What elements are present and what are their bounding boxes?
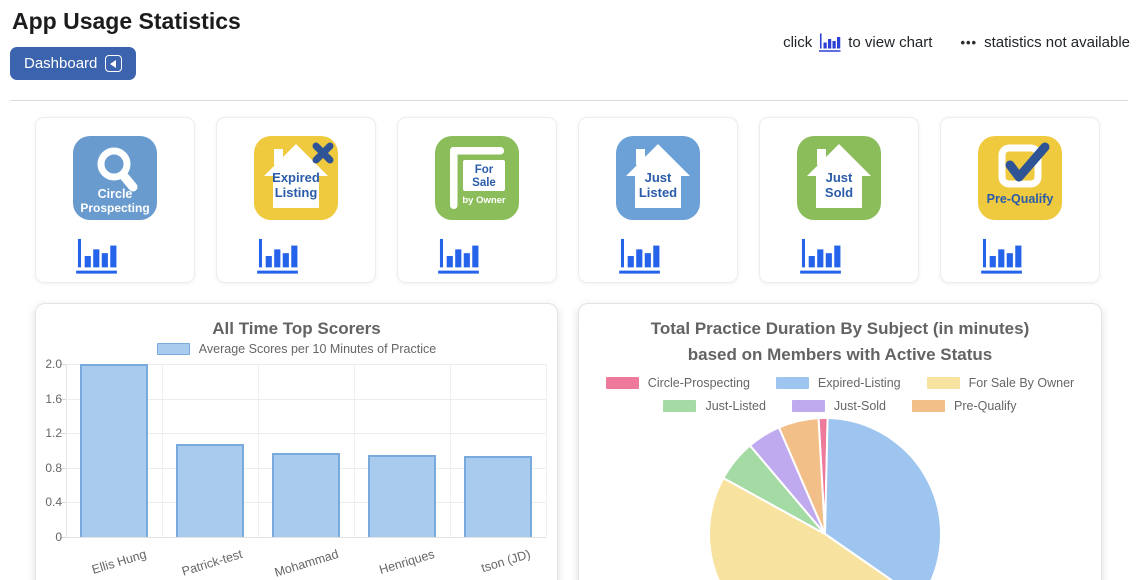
bar-chart-icon [438,238,479,274]
svg-text:Listed: Listed [639,185,677,200]
svg-text:Just: Just [826,170,853,185]
view-chart-button-for-sale-by-owner[interactable] [438,238,480,274]
app-tile-just-listed: Just Listed [615,135,701,221]
top-scorers-chart-title: All Time Top Scorers [212,319,381,338]
pie-slice-pre-qualify[interactable] [777,417,826,535]
hint-click-suffix: to view chart [848,34,933,51]
legend-label: Just-Sold [833,399,887,413]
header-divider [10,100,1128,101]
y-axis-tick: 0 [55,530,62,544]
practice-duration-title-line2: based on Members with Active Status [687,345,993,364]
header-hints: click to view chart ••• statistics not a… [783,33,1130,52]
svg-text:Listing: Listing [275,185,318,200]
view-chart-button-just-listed[interactable] [619,238,661,274]
pie-slice-expired-listing[interactable] [823,417,942,580]
y-axis-tick: 0.8 [45,460,62,475]
legend-swatch [912,400,946,412]
pie-legend-item[interactable]: Circle-Prospecting [605,376,750,390]
app-card-pre-qualify: Pre-Qualify [940,117,1100,283]
x-axis-label: Mohammad [272,547,341,580]
y-axis-tick: 2.0 [45,357,62,371]
legend-swatch [156,343,190,355]
top-scorers-legend[interactable]: Average Scores per 10 Minutes of Practic… [36,342,557,356]
bar-chart-icon [819,33,841,52]
dashboard-button[interactable]: Dashboard [10,47,137,80]
pie-legend-item[interactable]: Just-Sold [791,399,887,413]
app-card-just-sold: Just Sold [759,117,919,283]
hint-stats-not-available: statistics not available [984,34,1130,51]
app-card-for-sale-by-owner: For Sale by Owner [397,117,557,283]
legend-label: Pre-Qualify [954,399,1017,413]
legend-label: Average Scores per 10 Minutes of Practic… [198,342,437,356]
bar-chart-plot: 0 0.4 0.8 1.2 1.6 2.0 Ellis Hung Patrick-test Mo… [36,304,557,580]
bar-chart-icon [819,33,841,52]
app-card-expired-listing: Expired Listing [216,117,376,283]
legend-swatch [605,377,639,389]
bar-chart-icon [981,238,1022,274]
svg-text:by Owner: by Owner [462,195,506,206]
pie-slice-for-sale-by-owner[interactable] [708,476,920,580]
svg-text:Just: Just [645,170,672,185]
pie-legend-item[interactable]: Just-Listed [663,399,766,413]
bar-0[interactable] [80,364,148,537]
svg-text:Circle: Circle [98,187,133,201]
legend-label: For Sale By Owner [968,376,1075,390]
app-cards-row: Circle Prospecting Expired Listing For Sale… [35,117,1100,283]
view-chart-button-circle-prospecting[interactable] [76,238,118,274]
legend-swatch [926,377,960,389]
x-axis-label: Ellis Hung [90,547,149,577]
top-scorers-chart-card: All Time Top Scorers Average Scores per … [35,303,558,580]
bar-chart-icon [800,238,841,274]
svg-text:For: For [475,164,494,176]
bar-3[interactable] [368,454,436,537]
legend-label: Circle-Prospecting [647,376,750,390]
legend-label: Just-Listed [705,399,766,413]
practice-duration-title: Total Practice Duration By Subject (in m… [579,316,1101,368]
app-tile-circle-prospecting: Circle Prospecting [72,135,158,221]
svg-text:Prospecting: Prospecting [80,201,149,215]
pie-legend-item[interactable]: Pre-Qualify [912,399,1017,413]
x-axis-label: Patrick-test [180,547,245,579]
legend-label: Expired-Listing [817,376,901,390]
legend-swatch [663,400,697,412]
legend-swatch [775,377,809,389]
pie-legend: Circle-Prospecting Expired-Listing For S… [579,376,1101,413]
legend-swatch [791,400,825,412]
practice-duration-chart-card: Total Practice Duration By Subject (in m… [578,303,1102,580]
app-tile-for-sale-by-owner: For Sale by Owner [434,135,520,221]
dots-icon: ••• [960,35,978,50]
y-axis-tick: 1.2 [45,426,62,441]
dashboard-button-label: Dashboard [24,55,98,72]
pie-chart [705,414,945,580]
bar-1[interactable] [176,444,244,537]
back-arrow-icon [105,55,123,72]
view-chart-button-expired-listing[interactable] [257,238,299,274]
bar-chart-icon [76,238,117,274]
bar-chart-icon [257,238,298,274]
page-title: App Usage Statistics [12,8,241,34]
bar-2[interactable] [272,453,340,537]
app-card-just-listed: Just Listed [578,117,738,283]
bar-4[interactable] [464,455,532,537]
hint-click-prefix: click [783,34,813,51]
app-tile-expired-listing: Expired Listing [253,135,339,221]
y-axis-tick: 0.4 [45,495,62,510]
svg-text:Pre-Qualify: Pre-Qualify [987,192,1054,206]
pie-legend-item[interactable]: Expired-Listing [775,376,901,390]
pie-legend-item[interactable]: For Sale By Owner [926,376,1075,390]
view-chart-button-pre-qualify[interactable] [981,238,1023,274]
x-axis-label: Henriques [377,547,437,578]
app-card-circle-prospecting: Circle Prospecting [35,117,195,283]
y-axis-tick: 1.6 [45,391,62,406]
app-tile-just-sold: Just Sold [796,135,882,221]
x-axis-label: tson (JD) [479,547,533,576]
svg-text:Expired: Expired [272,170,320,185]
practice-duration-title-line1: Total Practice Duration By Subject (in m… [650,319,1030,338]
bar-chart-icon [619,238,660,274]
svg-text:Sold: Sold [825,185,853,200]
app-tile-pre-qualify: Pre-Qualify [977,135,1063,221]
svg-text:Sale: Sale [472,177,496,189]
view-chart-button-just-sold[interactable] [800,238,842,274]
